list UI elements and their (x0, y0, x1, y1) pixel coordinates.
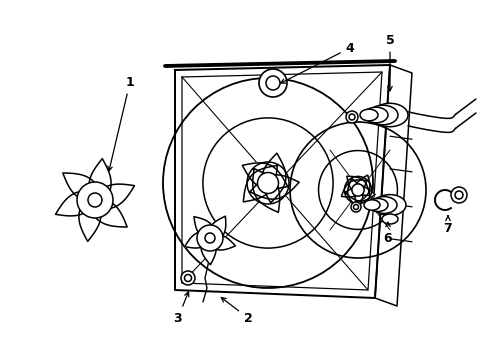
Polygon shape (249, 175, 299, 199)
Polygon shape (89, 159, 111, 211)
Polygon shape (79, 190, 101, 241)
Circle shape (346, 111, 357, 123)
Ellipse shape (373, 195, 405, 215)
Circle shape (77, 182, 113, 218)
Ellipse shape (381, 214, 397, 224)
Polygon shape (175, 65, 389, 298)
Ellipse shape (367, 105, 397, 125)
Polygon shape (194, 217, 216, 242)
Text: 5: 5 (385, 33, 393, 91)
Circle shape (88, 193, 102, 207)
Text: 6: 6 (383, 222, 391, 244)
Circle shape (450, 187, 466, 203)
Circle shape (344, 176, 371, 204)
Text: 4: 4 (280, 41, 354, 83)
Ellipse shape (371, 103, 407, 127)
Circle shape (257, 172, 278, 194)
Polygon shape (87, 184, 134, 209)
Text: 1: 1 (107, 76, 134, 171)
Ellipse shape (370, 197, 396, 213)
Circle shape (265, 76, 280, 90)
Circle shape (204, 233, 215, 243)
Circle shape (454, 191, 462, 199)
Ellipse shape (367, 198, 387, 211)
Text: 2: 2 (221, 298, 252, 324)
Circle shape (348, 114, 354, 120)
Polygon shape (341, 180, 366, 197)
Polygon shape (374, 65, 411, 306)
Text: 3: 3 (173, 292, 188, 324)
Circle shape (181, 271, 195, 285)
Circle shape (197, 225, 223, 251)
Ellipse shape (363, 107, 387, 123)
Ellipse shape (363, 200, 379, 210)
Circle shape (259, 69, 286, 97)
Polygon shape (201, 231, 216, 265)
Circle shape (184, 274, 191, 282)
Polygon shape (252, 168, 279, 212)
Polygon shape (243, 165, 277, 202)
Polygon shape (56, 191, 102, 216)
Polygon shape (84, 197, 127, 227)
Circle shape (353, 204, 358, 210)
Polygon shape (184, 231, 215, 248)
Polygon shape (62, 173, 105, 203)
Text: 7: 7 (443, 216, 451, 234)
Polygon shape (345, 186, 374, 201)
Circle shape (350, 202, 360, 212)
Polygon shape (207, 216, 225, 246)
Polygon shape (242, 163, 287, 189)
Polygon shape (202, 235, 235, 250)
Circle shape (351, 184, 364, 196)
Polygon shape (347, 179, 362, 208)
Circle shape (246, 162, 288, 204)
Polygon shape (261, 153, 285, 203)
Polygon shape (353, 175, 369, 203)
Polygon shape (346, 176, 369, 195)
Ellipse shape (359, 109, 377, 121)
